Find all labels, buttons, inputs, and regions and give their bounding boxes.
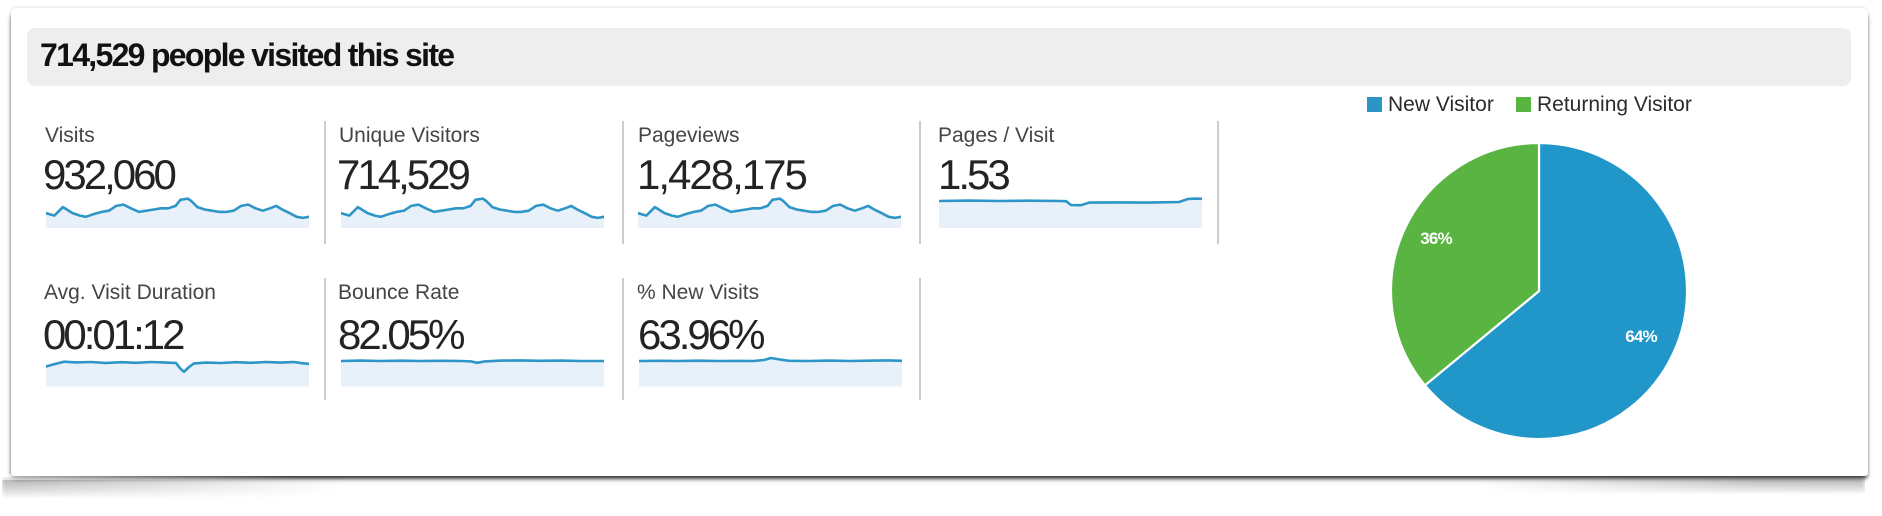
svg-text:36%: 36% [1420,229,1452,248]
svg-text:64%: 64% [1625,327,1657,346]
